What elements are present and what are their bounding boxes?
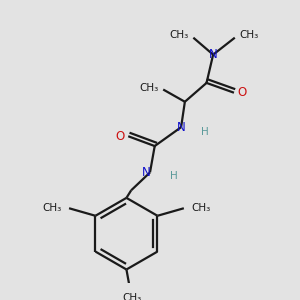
Text: O: O bbox=[238, 86, 247, 99]
Text: N: N bbox=[142, 166, 151, 179]
Text: N: N bbox=[177, 121, 185, 134]
Text: H: H bbox=[201, 127, 208, 137]
Text: O: O bbox=[115, 130, 124, 143]
Text: CH₃: CH₃ bbox=[191, 203, 211, 213]
Text: N: N bbox=[209, 48, 218, 61]
Text: CH₃: CH₃ bbox=[139, 82, 158, 93]
Text: CH₃: CH₃ bbox=[42, 203, 62, 213]
Text: H: H bbox=[170, 171, 177, 181]
Text: CH₃: CH₃ bbox=[169, 30, 189, 40]
Text: CH₃: CH₃ bbox=[122, 293, 142, 300]
Text: CH₃: CH₃ bbox=[239, 30, 259, 40]
